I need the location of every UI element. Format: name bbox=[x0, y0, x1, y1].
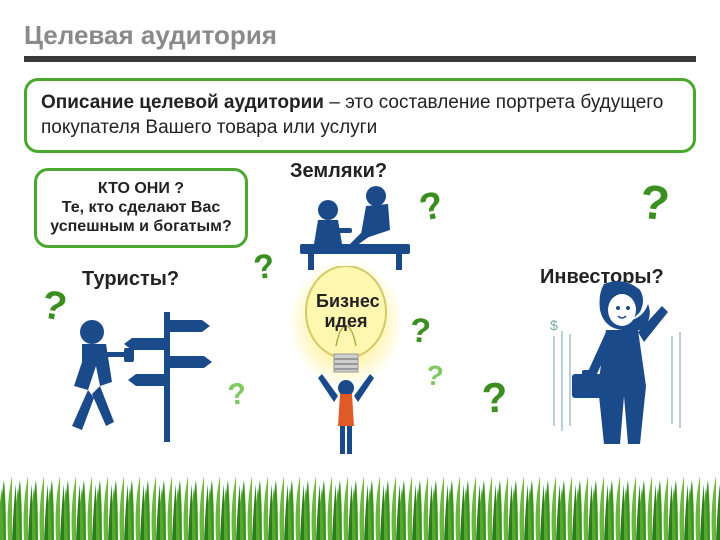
question-mark-icon: ? bbox=[637, 175, 672, 233]
grass-footer bbox=[0, 470, 720, 540]
label-tourists: Туристы? bbox=[82, 268, 162, 290]
question-mark-icon: ? bbox=[226, 377, 248, 413]
question-mark-icon: ? bbox=[251, 247, 277, 289]
question-mark-icon: ? bbox=[480, 373, 509, 423]
question-mark-icon: ? bbox=[409, 311, 432, 351]
definition-box: Описание целевой аудитории – это составл… bbox=[24, 78, 696, 153]
who-box: КТО ОНИ ?Те, кто сделают Вас успешным и … bbox=[34, 168, 248, 248]
idea-center-label: Бизнес идея bbox=[316, 292, 376, 332]
question-mark-icon: ? bbox=[424, 359, 445, 393]
investor-illustration: $ bbox=[544, 276, 694, 466]
definition-bold: Описание целевой аудитории bbox=[41, 92, 324, 113]
question-mark-icon: ? bbox=[416, 184, 448, 231]
svg-text:$: $ bbox=[550, 317, 558, 333]
page-title: Целевая аудитория bbox=[24, 20, 277, 51]
label-countrymen: Земляки? bbox=[290, 160, 385, 182]
tourist-illustration bbox=[52, 302, 222, 462]
title-bar bbox=[24, 56, 696, 62]
